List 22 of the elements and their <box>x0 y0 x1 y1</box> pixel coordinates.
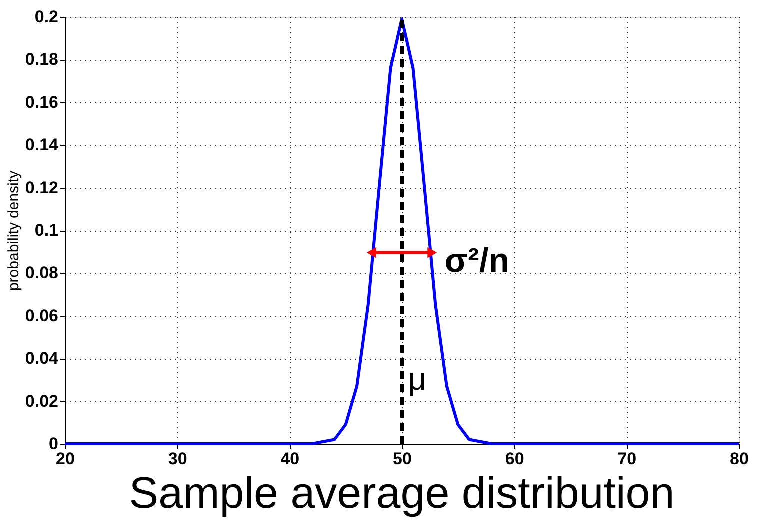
annotation: σ²/n <box>444 242 510 280</box>
x-tick-label: 50 <box>393 450 412 468</box>
x-tick-label: 30 <box>168 450 188 468</box>
y-tick-label: 0.04 <box>25 349 60 368</box>
ref-line-label: μ <box>408 360 426 397</box>
y-tick-label: 0.2 <box>34 8 58 26</box>
text: Sample average distribution <box>129 469 675 518</box>
y-axis-title: probability density <box>5 170 22 292</box>
y-tick-label: 0.18 <box>25 50 58 70</box>
y-tick-label: 0.1 <box>34 221 58 240</box>
y-tick-label: 0.06 <box>25 306 58 326</box>
y-tick-label: 0 <box>49 434 58 454</box>
x-tick-label: 60 <box>505 450 524 468</box>
x-tick-label: 40 <box>280 450 300 468</box>
y-tick-label: 0.16 <box>25 92 58 112</box>
y-tick-label: 0.08 <box>25 264 58 283</box>
x-tick-label: 70 <box>618 450 637 468</box>
x-tick-label: 20 <box>56 450 75 468</box>
y-tick-label: 0.02 <box>25 392 58 411</box>
y-tick-label: 0.12 <box>25 178 58 198</box>
x-tick-label: 80 <box>730 450 749 468</box>
y-tick-label: 0.14 <box>25 136 60 155</box>
